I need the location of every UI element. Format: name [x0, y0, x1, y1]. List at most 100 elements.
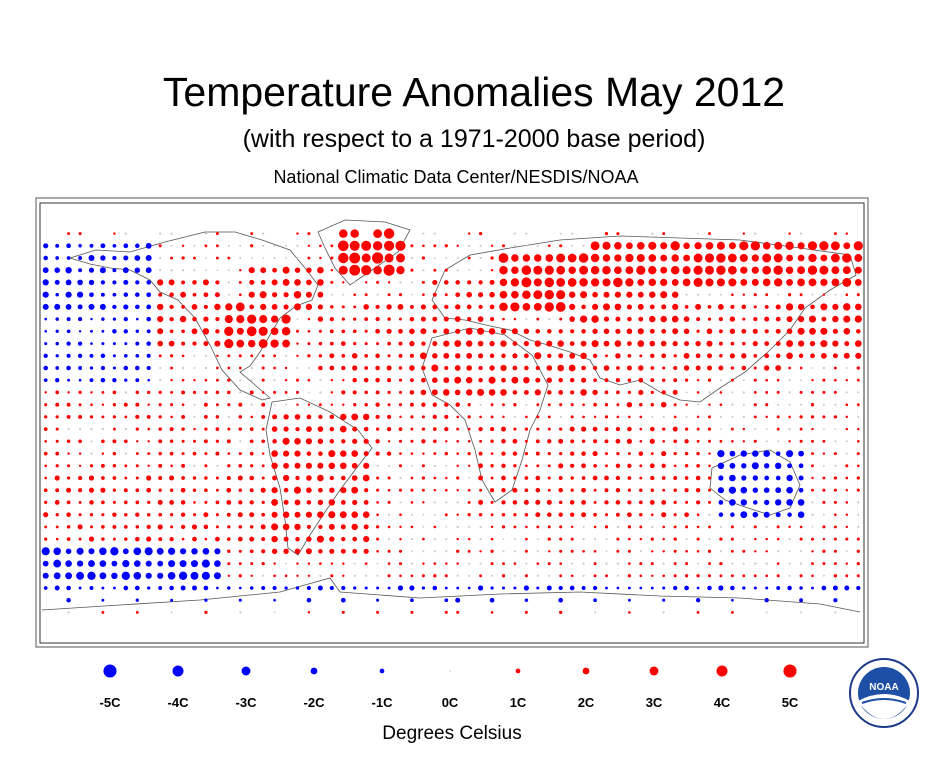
anomaly-dot — [78, 414, 83, 419]
anomaly-dot — [536, 562, 540, 565]
anomaly-dot — [146, 353, 151, 358]
anomaly-dot — [673, 365, 678, 371]
anomaly-dot — [639, 537, 643, 541]
anomaly-dot — [799, 562, 803, 565]
anomaly-dot — [421, 415, 425, 419]
anomaly-dot — [249, 536, 255, 542]
anomaly-dot — [296, 562, 299, 565]
anomaly-dot — [227, 574, 231, 578]
anomaly-dot — [123, 488, 128, 493]
anomaly-dot — [730, 366, 735, 370]
anomaly-dot — [214, 292, 220, 298]
anomaly-dot — [364, 586, 368, 590]
anomaly-dot — [329, 365, 335, 371]
anomaly-dot — [351, 486, 359, 494]
anomaly-dot — [776, 427, 780, 431]
anomaly-dot — [158, 415, 162, 419]
anomaly-dot — [536, 403, 540, 407]
anomaly-dot — [89, 292, 94, 298]
anomaly-dot — [101, 586, 105, 590]
anomaly-dot — [192, 536, 197, 542]
anomaly-dot — [272, 475, 278, 481]
anomaly-dot — [363, 536, 370, 543]
anomaly-dot — [112, 403, 117, 407]
anomaly-dot — [696, 329, 700, 333]
anomaly-dot — [296, 366, 299, 370]
anomaly-dot — [258, 339, 268, 349]
anomaly-dot — [133, 547, 142, 556]
anomaly-dot — [592, 389, 598, 396]
anomaly-dot — [856, 293, 860, 297]
anomaly-dot — [204, 415, 208, 419]
anomaly-dot — [330, 268, 334, 272]
anomaly-dot — [444, 268, 448, 272]
anomaly-dot — [626, 304, 632, 310]
anomaly-dot — [489, 291, 495, 298]
anomaly-dot — [239, 611, 242, 614]
anomaly-dot — [433, 257, 436, 259]
anomaly-dot — [467, 317, 472, 322]
anomaly-dot — [625, 253, 634, 263]
anomaly-dot — [510, 302, 520, 312]
anomaly-dot — [110, 547, 119, 556]
anomaly-dot — [833, 232, 837, 236]
anomaly-dot — [330, 293, 333, 296]
anomaly-dot — [465, 327, 473, 335]
anomaly-dot — [445, 562, 448, 565]
anomaly-dot — [615, 500, 621, 505]
anomaly-dot — [66, 525, 71, 529]
anomaly-dot — [123, 353, 128, 358]
anomaly-dot — [718, 317, 723, 322]
anomaly-dot — [342, 378, 345, 382]
anomaly-dot — [124, 415, 128, 419]
anomaly-dot — [522, 254, 531, 262]
anomaly-dot — [489, 365, 495, 371]
anomaly-dot — [546, 377, 552, 383]
anomaly-dot — [410, 598, 414, 603]
anomaly-dot — [376, 574, 379, 577]
anomaly-dot — [66, 439, 71, 444]
anomaly-dot — [341, 585, 346, 591]
anomaly-dot — [238, 452, 242, 456]
anomaly-dot — [317, 511, 324, 519]
anomaly-dot — [443, 352, 450, 359]
anomaly-dot — [398, 439, 403, 443]
anomaly-dot — [90, 427, 93, 431]
anomaly-dot — [55, 243, 60, 248]
anomaly-dot — [294, 523, 301, 531]
anomaly-dot — [707, 585, 712, 591]
anomaly-dot — [626, 365, 632, 371]
anomaly-dot — [190, 571, 199, 580]
anomaly-dot — [262, 244, 265, 247]
anomaly-dot — [693, 253, 703, 263]
anomaly-dot — [90, 391, 93, 394]
anomaly-dot — [43, 427, 48, 431]
anomaly-dot — [442, 389, 450, 396]
anomaly-dot — [399, 513, 402, 517]
anomaly-dot — [123, 279, 129, 285]
anomaly-dot — [695, 365, 701, 371]
anomaly-dot — [261, 378, 265, 382]
anomaly-dot — [511, 290, 519, 299]
anomaly-dot — [707, 415, 712, 419]
anomaly-dot — [371, 252, 384, 264]
anomaly-dot — [271, 462, 278, 470]
anomaly-dot — [421, 341, 426, 346]
anomaly-dot — [638, 316, 644, 322]
anomaly-dot — [44, 537, 48, 541]
anomaly-dot — [833, 549, 837, 553]
anomaly-dot — [544, 302, 554, 312]
anomaly-dot — [78, 378, 82, 382]
anomaly-dot — [147, 390, 151, 395]
anomaly-dot — [444, 365, 449, 371]
anomaly-dot — [247, 314, 257, 324]
anomaly-dot — [559, 427, 563, 431]
anomaly-dot — [422, 562, 425, 565]
anomaly-dot — [330, 280, 334, 284]
anomaly-dot — [123, 525, 128, 529]
anomaly-dot — [660, 254, 668, 262]
anomaly-dot — [490, 537, 494, 541]
anomaly-dot — [834, 611, 837, 614]
anomaly-dot — [65, 291, 72, 298]
anomaly-dot — [353, 293, 357, 297]
